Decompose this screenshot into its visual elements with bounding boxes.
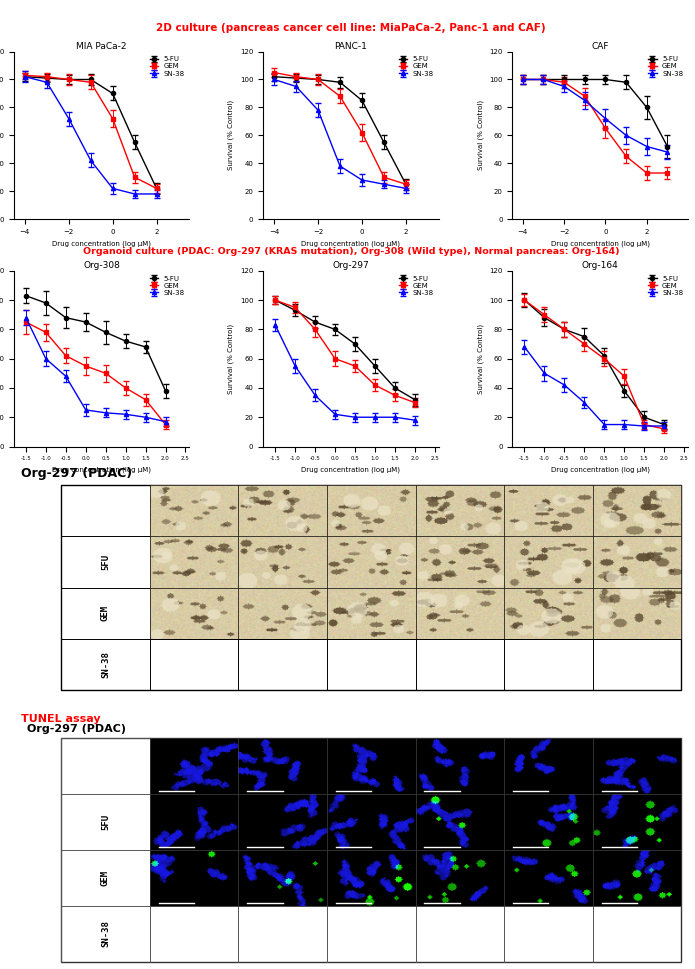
Legend: 5-FU, GEM, SN-38: 5-FU, GEM, SN-38 [647, 274, 685, 297]
Legend: 5-FU, GEM, SN-38: 5-FU, GEM, SN-38 [647, 55, 685, 78]
Title: MIA PaCa-2: MIA PaCa-2 [76, 42, 127, 50]
Text: 100μM: 100μM [621, 507, 653, 516]
X-axis label: Drug concentration (log μM): Drug concentration (log μM) [302, 467, 400, 473]
Text: 10nM: 10nM [181, 762, 206, 770]
Text: GEM: GEM [101, 606, 110, 621]
Text: 5μM: 5μM [450, 507, 469, 516]
Title: Org-297: Org-297 [333, 261, 369, 270]
Legend: 5-FU, GEM, SN-38: 5-FU, GEM, SN-38 [148, 274, 186, 297]
Legend: 5-FU, GEM, SN-38: 5-FU, GEM, SN-38 [148, 55, 186, 78]
Legend: 5-FU, GEM, SN-38: 5-FU, GEM, SN-38 [398, 55, 435, 78]
Text: 5μM: 5μM [450, 762, 469, 770]
Text: 20μM: 20μM [536, 507, 561, 516]
Y-axis label: Survival (% Control): Survival (% Control) [477, 100, 484, 171]
X-axis label: Drug concentration (log μM): Drug concentration (log μM) [52, 467, 152, 473]
Text: 2D culture (pancreas cancer cell line: MiaPaCa-2, Panc-1 and CAF): 2D culture (pancreas cancer cell line: M… [156, 23, 546, 33]
Text: 1μM: 1μM [361, 507, 381, 516]
Text: Org-297 (PDAC): Org-297 (PDAC) [21, 467, 132, 480]
Title: Org-164: Org-164 [582, 261, 619, 270]
Y-axis label: Survival (% Control): Survival (% Control) [228, 324, 234, 393]
Text: SN-38: SN-38 [101, 921, 110, 947]
Text: 20μM: 20μM [536, 762, 561, 770]
Text: 100nM: 100nM [267, 507, 298, 516]
Text: 5FU: 5FU [101, 554, 110, 570]
Legend: 5-FU, GEM, SN-38: 5-FU, GEM, SN-38 [398, 274, 435, 297]
Text: 100μM: 100μM [621, 762, 653, 770]
X-axis label: Drug concentration (log μM): Drug concentration (log μM) [302, 240, 400, 247]
Text: 5FU: 5FU [101, 814, 110, 829]
Text: Organoid culture (PDAC: Org-297 (KRAS mutation), Org-308 (Wild type), Normal pan: Organoid culture (PDAC: Org-297 (KRAS mu… [83, 247, 619, 256]
Text: SN-38: SN-38 [101, 651, 110, 678]
X-axis label: Drug concentration (log μM): Drug concentration (log μM) [550, 467, 650, 473]
X-axis label: Drug concentration (log μM): Drug concentration (log μM) [550, 240, 650, 247]
Text: 100nM: 100nM [267, 762, 298, 770]
Text: GEM: GEM [101, 870, 110, 886]
Text: 10nM: 10nM [181, 507, 206, 516]
Title: Org-308: Org-308 [83, 261, 120, 270]
Y-axis label: Survival (% Control): Survival (% Control) [228, 100, 234, 171]
Y-axis label: Survival (% Control): Survival (% Control) [477, 324, 484, 393]
Text: TUNEL assay: TUNEL assay [21, 714, 100, 724]
Text: Org-297 (PDAC): Org-297 (PDAC) [27, 724, 126, 735]
Title: PANC-1: PANC-1 [334, 42, 368, 50]
Text: 1μM: 1μM [361, 762, 381, 770]
Title: CAF: CAF [591, 42, 609, 50]
X-axis label: Drug concentration (log μM): Drug concentration (log μM) [52, 240, 152, 247]
